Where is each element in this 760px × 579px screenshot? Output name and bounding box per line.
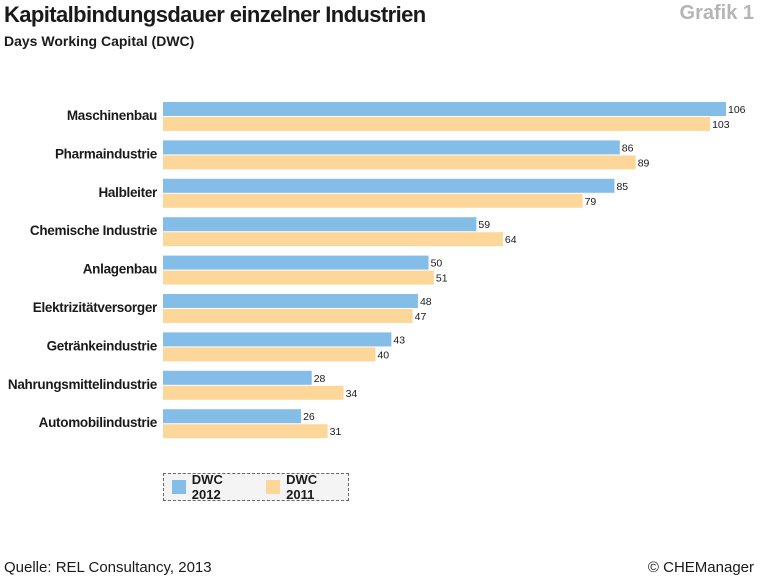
legend-swatch-2012: [172, 480, 186, 494]
value-label-chemische-industrie-dwc-2011: 64: [505, 234, 517, 246]
source-note: Quelle: REL Consultancy, 2013: [4, 559, 212, 576]
bar-chemische-industrie-dwc-2011: [163, 232, 503, 247]
value-label-nahrungsmittelindustrie-dwc-2011: 34: [346, 388, 358, 400]
bar-maschinenbau-dwc-2012: [163, 102, 726, 116]
legend-label-2011: DWC 2011: [286, 472, 318, 502]
value-label-elektrizit-tversorger-dwc-2011: 47: [415, 311, 427, 323]
value-label-automobilindustrie-dwc-2012: 26: [303, 411, 315, 423]
bar-automobilindustrie-dwc-2012: [163, 409, 302, 424]
value-label-elektrizit-tversorger-dwc-2012: 48: [420, 296, 432, 308]
bar-halbleiter-dwc-2012: [163, 178, 615, 193]
value-label-halbleiter-dwc-2012: 85: [616, 181, 628, 193]
bar-nahrungsmittelindustrie-dwc-2012: [163, 370, 312, 385]
value-label-nahrungsmittelindustrie-dwc-2012: 28: [314, 373, 326, 385]
category-label-chemische-industrie: Chemische Industrie: [30, 223, 158, 238]
category-label-pharmaindustrie: Pharmaindustrie: [55, 146, 158, 161]
value-label-anlagenbau-dwc-2011: 51: [436, 273, 448, 285]
category-label-getr-nkeindustrie: Getränkeindustrie: [47, 338, 158, 353]
category-label-elektrizit-tversorger: Elektrizitätversorger: [33, 300, 158, 315]
bar-getr-nkeindustrie-dwc-2012: [163, 332, 392, 347]
bar-nahrungsmittelindustrie-dwc-2011: [163, 385, 344, 400]
bar-pharmaindustrie-dwc-2011: [163, 155, 636, 170]
category-label-nahrungsmittelindustrie: Nahrungsmittelindustrie: [8, 377, 158, 392]
bar-elektrizit-tversorger-dwc-2012: [163, 294, 418, 308]
figure-label: Grafik 1: [679, 2, 754, 24]
bar-elektrizit-tversorger-dwc-2011: [163, 309, 413, 323]
value-label-automobilindustrie-dwc-2011: 31: [330, 426, 342, 438]
value-label-chemische-industrie-dwc-2012: 59: [478, 219, 490, 231]
copyright-note: © CHEManager: [647, 559, 754, 576]
value-label-pharmaindustrie-dwc-2012: 86: [622, 142, 634, 154]
value-label-maschinenbau-dwc-2011: 103: [712, 119, 730, 131]
bar-maschinenbau-dwc-2011: [163, 117, 711, 131]
value-label-anlagenbau-dwc-2012: 50: [431, 258, 443, 270]
bar-automobilindustrie-dwc-2011: [163, 424, 328, 439]
category-label-halbleiter: Halbleiter: [98, 185, 158, 200]
bar-chemische-industrie-dwc-2012: [163, 217, 477, 232]
bar-chart: Maschinenbau 106 103 Pharmaindustrie 86 89 Hal…: [8, 102, 746, 439]
value-label-pharmaindustrie-dwc-2011: 89: [638, 157, 650, 169]
bar-anlagenbau-dwc-2012: [163, 255, 429, 270]
category-label-maschinenbau: Maschinenbau: [67, 108, 157, 123]
legend-swatch-2011: [266, 480, 281, 494]
category-label-automobilindustrie: Automobilindustrie: [39, 415, 158, 430]
bar-anlagenbau-dwc-2011: [163, 270, 434, 285]
legend: DWC 2012 DWC 2011: [163, 472, 349, 502]
chart-subtitle: Days Working Capital (DWC): [4, 33, 195, 49]
chart-title: Kapitalbindungsdauer einzelner Industrie…: [4, 2, 426, 27]
category-label-anlagenbau: Anlagenbau: [83, 262, 157, 277]
bar-getr-nkeindustrie-dwc-2011: [163, 347, 376, 362]
value-label-getr-nkeindustrie-dwc-2012: 43: [393, 334, 405, 346]
legend-item-2012: DWC 2012: [172, 472, 254, 502]
legend-label-2012: DWC 2012: [191, 472, 223, 502]
value-label-getr-nkeindustrie-dwc-2011: 40: [377, 349, 389, 361]
value-label-halbleiter-dwc-2011: 79: [585, 196, 597, 208]
bar-pharmaindustrie-dwc-2012: [163, 140, 620, 155]
bar-halbleiter-dwc-2011: [163, 193, 583, 208]
legend-item-2011: DWC 2011: [266, 472, 348, 502]
value-label-maschinenbau-dwc-2012: 106: [728, 104, 746, 116]
